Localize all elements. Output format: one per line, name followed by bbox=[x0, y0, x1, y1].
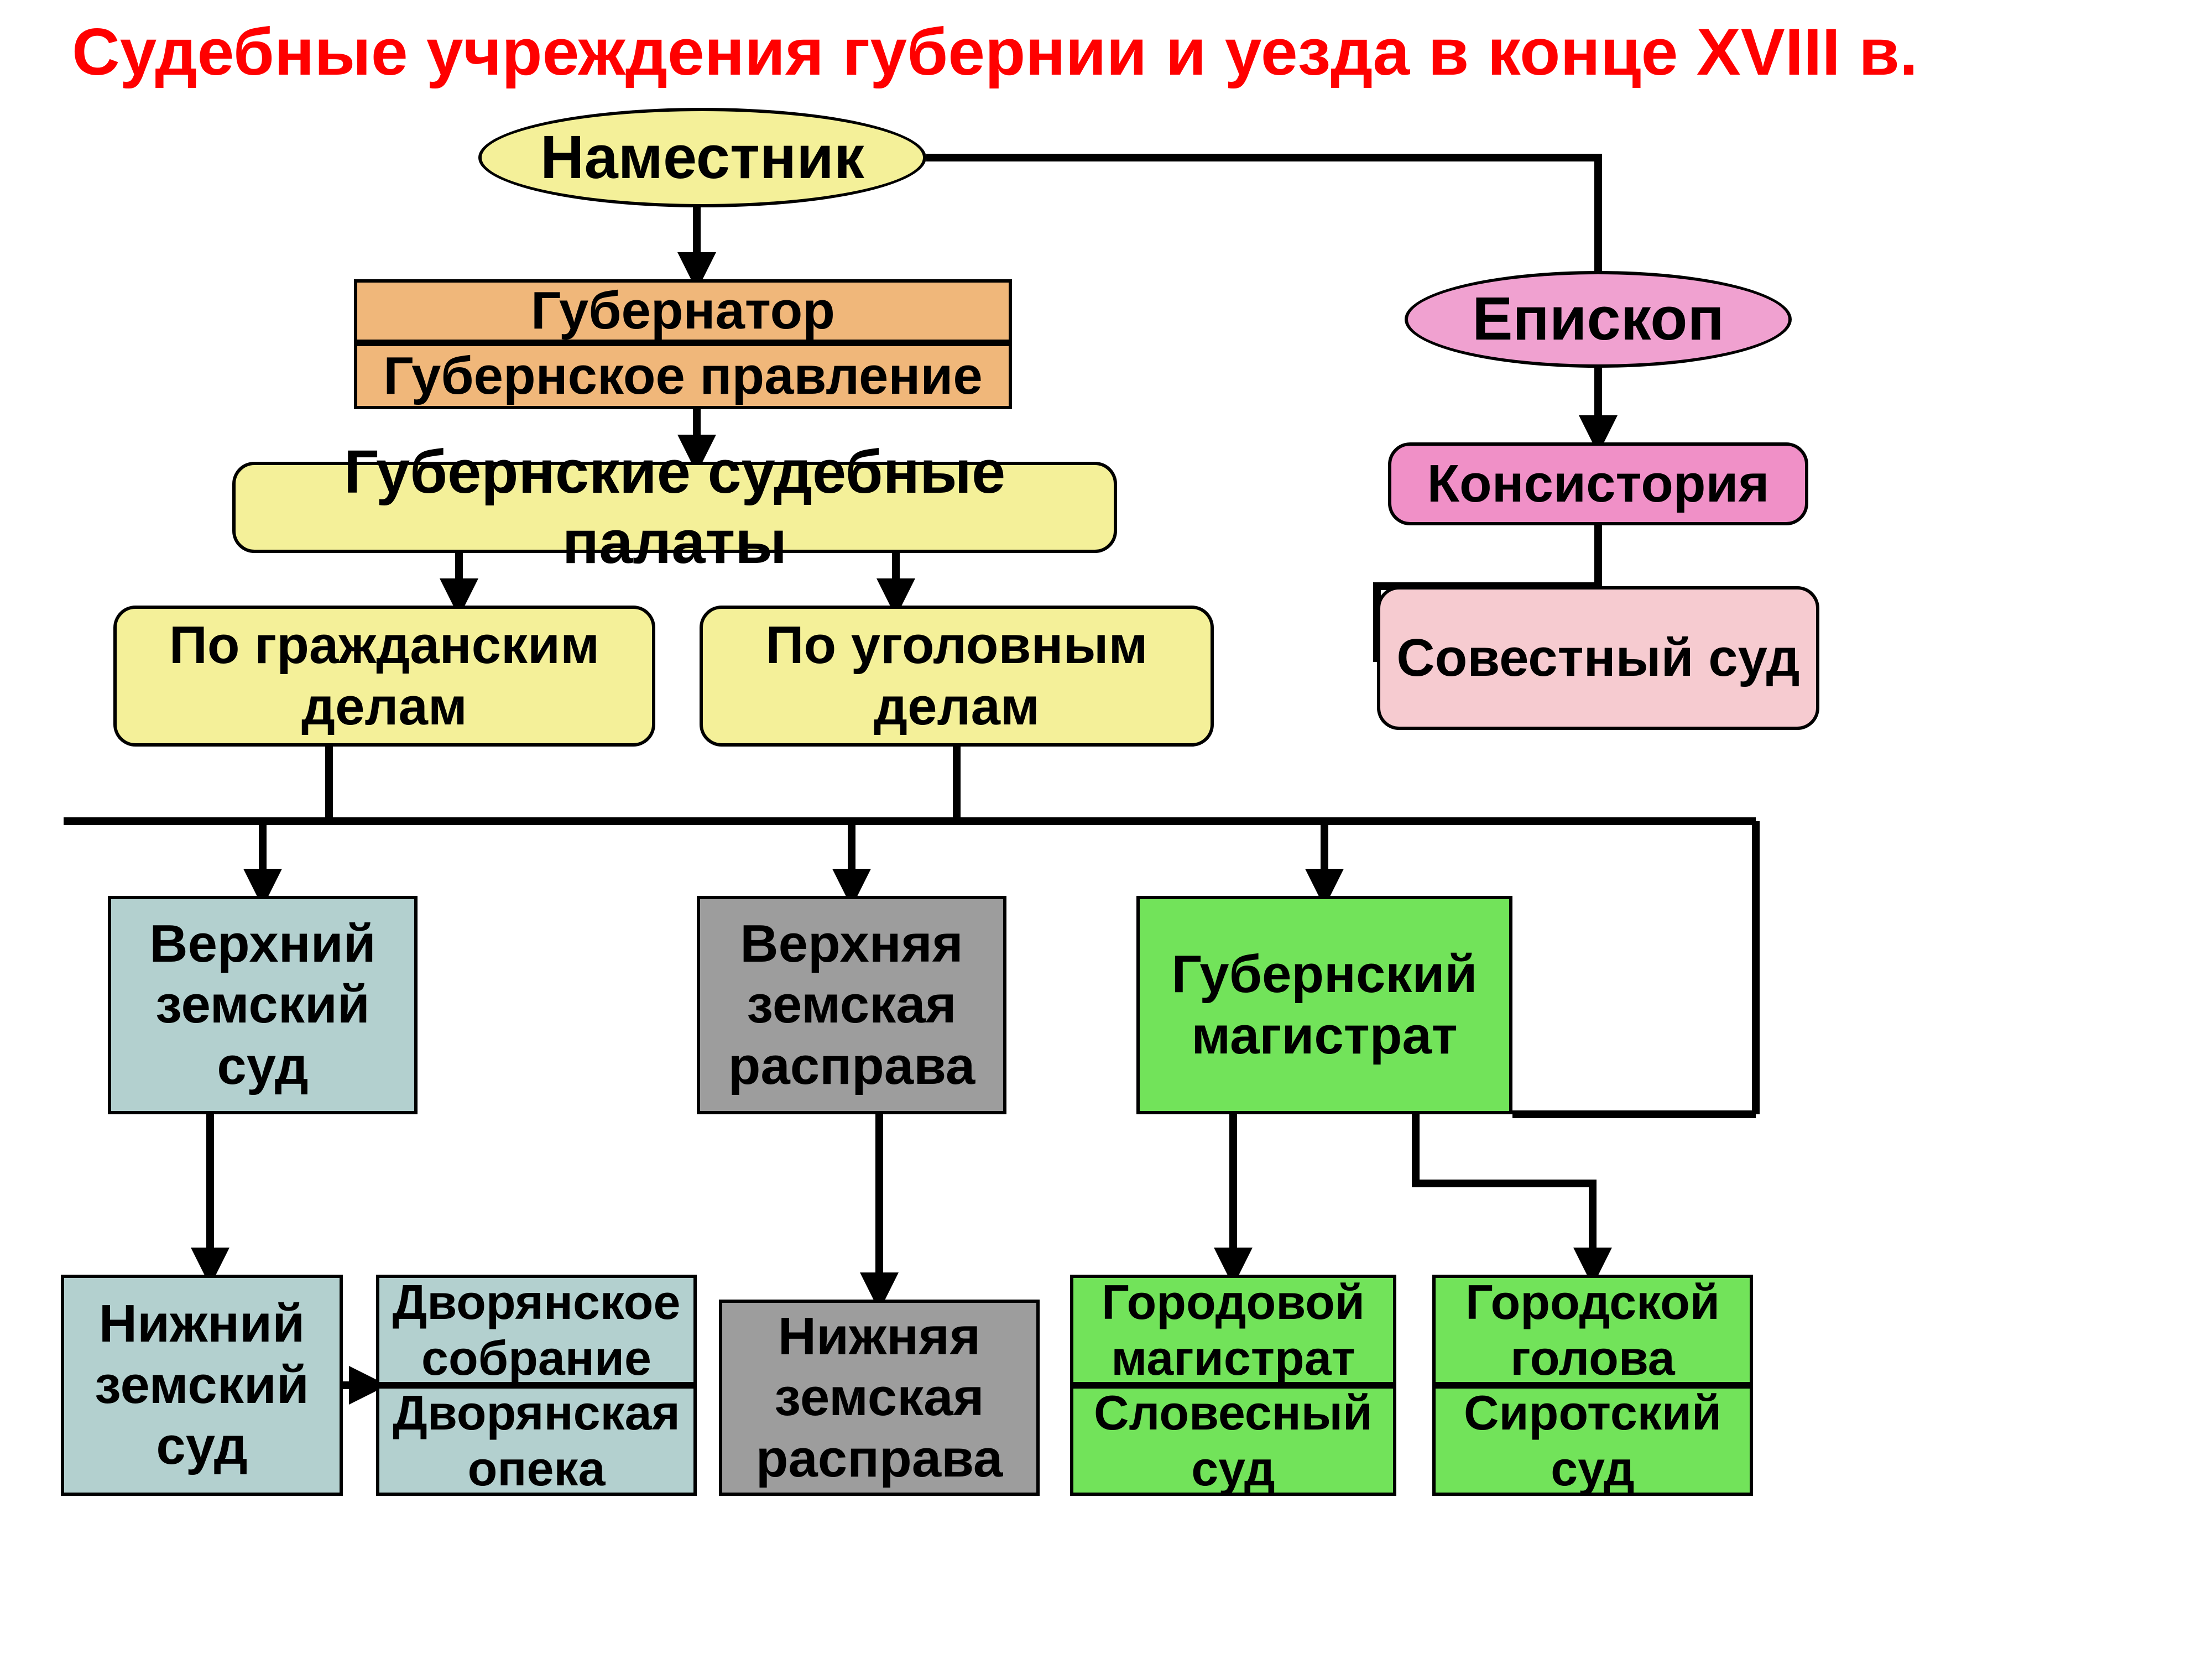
node-verh_zem: Верхний земский суд bbox=[108, 896, 418, 1114]
edge-18 bbox=[1416, 1114, 1593, 1275]
node-sirot_sud: Сиротский суд bbox=[1432, 1385, 1753, 1496]
node-gor_golova: Городской голова bbox=[1432, 1275, 1753, 1385]
node-label: Нижняя земская расправа bbox=[732, 1306, 1026, 1489]
node-criminal: По уголовным делам bbox=[700, 606, 1214, 747]
node-label: По уголовным делам bbox=[713, 615, 1201, 737]
node-dvor_opek: Дворянская опека bbox=[376, 1385, 697, 1496]
node-gubernator: Губернатор bbox=[354, 279, 1012, 343]
node-gub_mag: Губернский магистрат bbox=[1136, 896, 1512, 1114]
node-label: Епископ bbox=[1472, 284, 1724, 354]
node-gor_mag: Городовой магистрат bbox=[1070, 1275, 1396, 1385]
node-label: Наместник bbox=[540, 123, 864, 193]
node-label: Верхний земский суд bbox=[121, 914, 404, 1097]
node-gub_pravlenie: Губернское правление bbox=[354, 343, 1012, 409]
node-nizh_zem: Нижний земский суд bbox=[61, 1275, 343, 1496]
node-konsistoria: Консистория bbox=[1388, 442, 1808, 525]
node-label: Совестный суд bbox=[1396, 628, 1799, 688]
node-label: Нижний земский суд bbox=[74, 1293, 330, 1477]
node-label: Губернский магистрат bbox=[1150, 944, 1499, 1066]
node-label: Сиротский суд bbox=[1446, 1385, 1740, 1496]
node-civil: По гражданским делам bbox=[113, 606, 655, 747]
node-episkop: Епископ bbox=[1405, 271, 1792, 368]
node-slov_sud: Словесный суд bbox=[1070, 1385, 1396, 1496]
node-label: Городовой магистрат bbox=[1083, 1274, 1383, 1386]
diagram-title: Судебные учреждения губернии и уезда в к… bbox=[72, 14, 1918, 90]
node-label: Губернатор bbox=[531, 280, 835, 341]
node-label: Губернское правление bbox=[383, 346, 983, 406]
edge-4 bbox=[926, 158, 1598, 232]
node-label: Городской голова bbox=[1446, 1274, 1740, 1386]
node-palaty: Губернские судебные палаты bbox=[232, 462, 1117, 553]
node-namestnik: Наместник bbox=[478, 108, 926, 207]
node-label: Дворянское собрание bbox=[389, 1274, 684, 1386]
node-label: Словесный суд bbox=[1083, 1385, 1383, 1496]
diagram-stage: Судебные учреждения губернии и уезда в к… bbox=[0, 0, 2212, 1659]
node-sovestny: Совестный суд bbox=[1377, 586, 1819, 730]
node-label: По гражданским делам bbox=[127, 615, 642, 737]
node-label: Верхняя земская расправа bbox=[710, 914, 993, 1097]
node-label: Губернские судебные палаты bbox=[246, 437, 1104, 577]
node-nizh_rasp: Нижняя земская расправа bbox=[719, 1300, 1040, 1496]
node-label: Дворянская опека bbox=[389, 1385, 684, 1496]
node-dvor_sobr: Дворянское собрание bbox=[376, 1275, 697, 1385]
node-label: Консистория bbox=[1427, 453, 1769, 514]
node-verh_rasp: Верхняя земская расправа bbox=[697, 896, 1006, 1114]
